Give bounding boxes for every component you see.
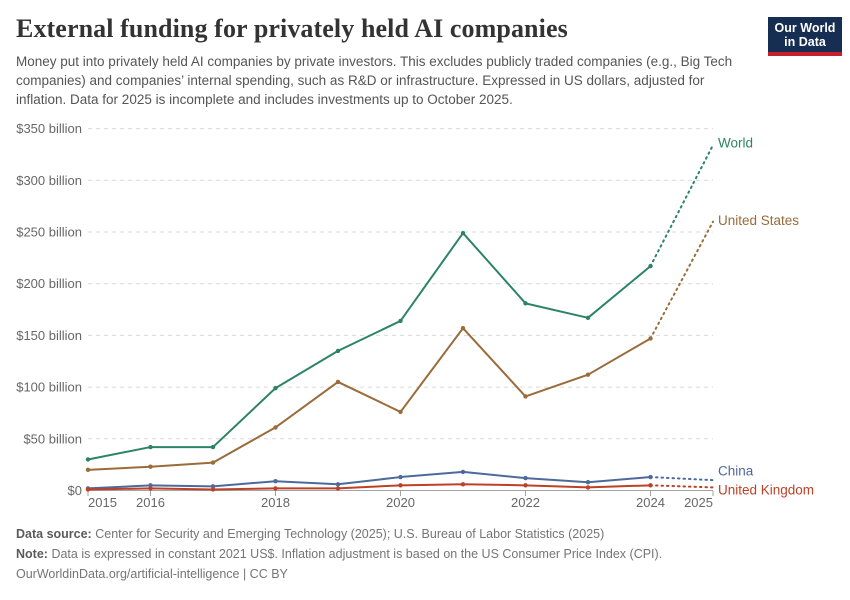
data-point-united-states <box>523 394 528 399</box>
data-point-china <box>585 480 591 485</box>
data-point-world <box>273 385 278 391</box>
chart-title: External funding for privately held AI c… <box>16 14 568 43</box>
owid-logo-line2: in Data <box>784 35 826 49</box>
y-axis-label-200: $200 billion <box>16 276 82 291</box>
y-axis-label-350: $350 billion <box>16 121 82 136</box>
series-projection-china <box>649 476 714 482</box>
series-label-world: World <box>718 136 753 151</box>
data-source-line: Data source: Center for Security and Eme… <box>16 524 826 544</box>
data-source-text: Center for Security and Emerging Technol… <box>95 527 605 541</box>
x-axis-label-2024: 2024 <box>636 495 665 510</box>
x-axis-label-2020: 2020 <box>386 495 415 510</box>
data-point-united-kingdom <box>398 483 403 488</box>
data-point-china <box>210 484 216 489</box>
data-point-world <box>210 444 216 450</box>
data-point-united-kingdom <box>85 487 91 492</box>
y-axis-label-150: $150 billion <box>16 328 82 343</box>
data-point-china <box>648 474 653 480</box>
data-point-united-states <box>273 425 278 430</box>
series-label-united-states: United States <box>718 213 799 228</box>
owid-logo: Our World in Data <box>768 17 842 56</box>
x-axis-label-2016: 2016 <box>136 495 165 510</box>
series-label-china: China <box>718 464 754 479</box>
data-point-united-kingdom <box>648 483 653 488</box>
attribution-line: OurWorldinData.org/artificial-intelligen… <box>16 567 288 581</box>
data-point-china <box>335 482 341 487</box>
y-axis-label-50: $50 billion <box>23 431 82 446</box>
data-point-united-kingdom <box>148 486 153 491</box>
data-point-world <box>148 444 153 450</box>
x-axis-label-2025: 2025 <box>684 495 713 510</box>
x-axis-label-2018: 2018 <box>261 495 290 510</box>
data-point-united-kingdom <box>273 486 278 491</box>
chart-subtitle: Money put into privately held AI compani… <box>16 54 733 107</box>
data-point-china <box>398 474 403 480</box>
data-point-china <box>273 478 278 484</box>
series-projection-world <box>649 144 714 268</box>
y-axis-label-0: $0 <box>68 483 82 498</box>
data-point-united-kingdom <box>585 485 591 490</box>
y-axis-label-250: $250 billion <box>16 225 82 240</box>
note-line: Note: Data is expressed in constant 2021… <box>16 544 826 564</box>
chart-footer: Data source: Center for Security and Eme… <box>16 524 826 584</box>
series-line-world <box>87 232 652 461</box>
note-label: Note: <box>16 547 48 561</box>
data-point-world <box>335 348 341 354</box>
series-line-united-states <box>87 327 652 471</box>
data-point-united-states <box>398 409 403 415</box>
series-label-united-kingdom: United Kingdom <box>718 482 814 497</box>
data-point-united-kingdom <box>210 487 216 492</box>
x-axis-label-2022: 2022 <box>511 495 540 510</box>
data-point-united-states <box>585 372 591 377</box>
note-text: Data is expressed in constant 2021 US$. … <box>51 547 663 561</box>
x-axis-label-2015: 2015 <box>88 495 117 510</box>
funding-line-chart: $0 $50 billion $100 billion $150 billion $20… <box>16 121 814 510</box>
series-line-china <box>87 470 651 490</box>
data-point-world <box>460 230 466 236</box>
series-line-united-kingdom <box>87 483 651 491</box>
data-point-china <box>523 475 528 481</box>
y-axis-label-100: $100 billion <box>16 380 82 395</box>
data-point-china <box>148 483 153 488</box>
data-point-united-states <box>648 336 653 341</box>
series-projection-united-states <box>649 220 714 340</box>
data-point-world <box>585 315 591 321</box>
data-point-united-kingdom <box>523 483 528 488</box>
data-point-world <box>85 457 91 462</box>
data-point-united-kingdom <box>460 482 466 487</box>
data-point-united-states <box>148 464 153 469</box>
y-axis-label-300: $300 billion <box>16 173 82 188</box>
owid-logo-line1: Our World <box>774 21 836 35</box>
data-point-united-states <box>85 467 91 473</box>
data-point-united-states <box>210 460 216 465</box>
data-point-world <box>398 318 403 324</box>
data-point-united-states <box>460 325 466 331</box>
series-projection-united-kingdom <box>649 484 714 489</box>
data-point-world <box>648 263 653 269</box>
data-point-china <box>460 469 466 475</box>
data-point-world <box>523 301 528 306</box>
data-source-label: Data source: <box>16 527 92 541</box>
data-point-united-kingdom <box>335 486 341 491</box>
data-point-united-states <box>335 379 341 385</box>
